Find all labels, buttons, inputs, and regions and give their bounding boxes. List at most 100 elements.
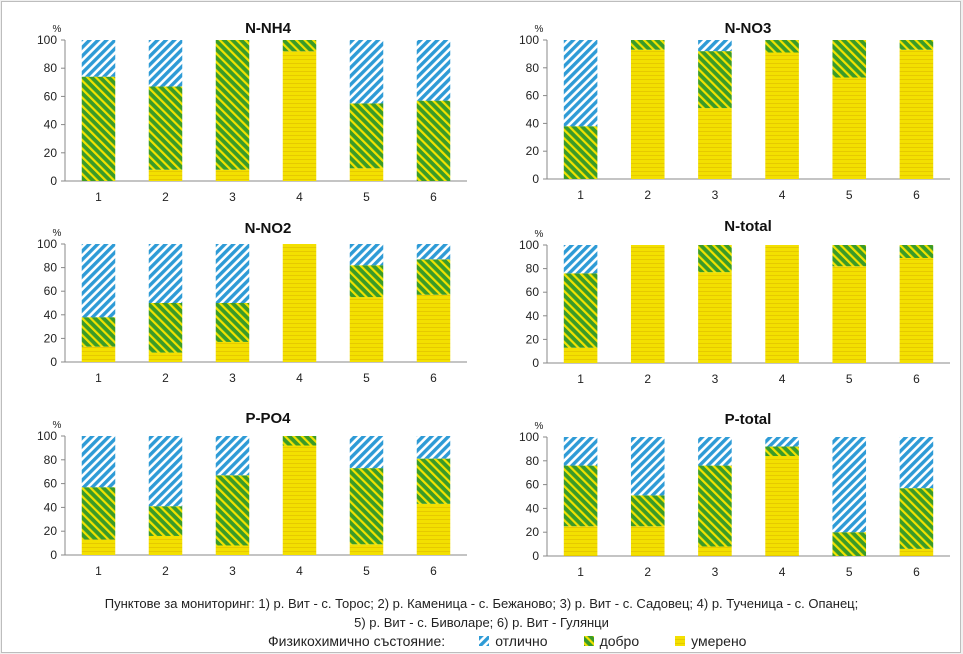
y-unit-label: %	[535, 24, 544, 35]
bar-otlichno-5	[832, 437, 867, 533]
y-tick-label: 60	[526, 478, 540, 492]
bar-otlichno-1	[81, 244, 116, 318]
bar-dobro-4	[765, 446, 799, 457]
bar-otlichno-2	[148, 436, 183, 507]
y-unit-label: %	[53, 24, 62, 35]
x-tick-label: 1	[577, 188, 584, 202]
y-unit-label: %	[53, 420, 62, 431]
bar-dobro-5	[349, 468, 384, 545]
chart-title: N-NO3	[725, 20, 772, 37]
bar-umereno-5	[832, 266, 867, 363]
bar-otlichno-6	[416, 436, 451, 459]
chart-title: N-NH4	[245, 20, 291, 37]
y-tick-label: 40	[44, 118, 58, 132]
chart-2: N-NO2% 0 20 40 60 80 100 1 2 3 4 5 6	[37, 220, 467, 385]
chart-title: P-PO4	[245, 410, 291, 427]
x-tick-label: 2	[644, 565, 651, 579]
x-tick-label: 6	[913, 565, 920, 579]
bar-otlichno-1	[563, 245, 598, 274]
y-tick-label: 40	[526, 501, 540, 515]
bar-umereno-1	[563, 347, 598, 363]
chart-title: N-total	[724, 218, 772, 235]
bar-dobro-5	[832, 245, 867, 267]
bar-umereno-3	[215, 169, 250, 181]
bar-umereno-1	[81, 346, 116, 362]
legend-label-dobro: добро	[599, 633, 640, 649]
x-tick-label: 3	[229, 190, 236, 204]
bar-dobro-5	[349, 103, 384, 169]
x-tick-label: 6	[913, 188, 920, 202]
bar-otlichno-2	[148, 40, 183, 87]
bar-otlichno-6	[416, 244, 451, 260]
bar-umereno-3	[698, 108, 732, 179]
bar-dobro-3	[698, 245, 732, 273]
x-tick-label: 3	[712, 372, 719, 386]
bar-otlichno-3	[698, 437, 732, 466]
bar-dobro-6	[416, 100, 451, 181]
bar-dobro-4	[282, 436, 317, 446]
y-tick-label: 80	[44, 61, 58, 75]
bar-otlichno-6	[416, 40, 451, 101]
chart-3: N-total% 0 20 40 60 80 100 1 2 3 4 5 6	[519, 218, 950, 386]
y-tick-label: 100	[37, 33, 57, 47]
monitoring-points-line-2: 5) р. Вит - с. Биволаре; 6) р. Вит - Гул…	[354, 615, 609, 630]
y-tick-label: 20	[44, 146, 58, 160]
chart-title: N-NO2	[245, 220, 292, 237]
y-tick-label: 20	[526, 144, 540, 158]
bar-umereno-2	[148, 169, 183, 181]
bar-dobro-6	[899, 488, 934, 549]
bar-umereno-4	[282, 51, 317, 181]
legend-item-umereno: умерено	[675, 633, 746, 649]
bar-umereno-2	[630, 526, 665, 556]
x-tick-label: 4	[296, 371, 303, 385]
bar-dobro-1	[81, 487, 116, 540]
y-unit-label: %	[535, 229, 544, 240]
bar-otlichno-1	[81, 436, 116, 488]
y-tick-label: 100	[519, 238, 539, 252]
bar-otlichno-2	[148, 244, 183, 303]
bar-umereno-6	[416, 294, 451, 362]
bar-dobro-6	[416, 259, 451, 295]
bar-otlichno-5	[349, 244, 384, 266]
chart-4: P-PO4% 0 20 40 60 80 100 1 2 3 4 5 6	[37, 410, 467, 578]
bar-umereno-4	[282, 244, 317, 362]
y-tick-label: 20	[526, 332, 540, 346]
bar-dobro-5	[349, 265, 384, 298]
x-tick-label: 5	[846, 372, 853, 386]
x-tick-label: 3	[712, 188, 719, 202]
bar-dobro-6	[416, 458, 451, 504]
x-tick-label: 2	[162, 564, 169, 578]
y-tick-label: 20	[526, 525, 540, 539]
bar-dobro-1	[563, 126, 598, 179]
y-tick-label: 80	[44, 453, 58, 467]
x-tick-label: 5	[363, 371, 370, 385]
y-tick-label: 80	[44, 261, 58, 275]
bar-umereno-3	[215, 545, 250, 555]
bar-otlichno-3	[215, 244, 250, 303]
bar-dobro-2	[148, 86, 183, 170]
x-tick-label: 6	[430, 564, 437, 578]
x-tick-label: 5	[846, 188, 853, 202]
bar-otlichno-3	[698, 40, 732, 52]
bar-dobro-2	[148, 303, 183, 353]
y-tick-label: 20	[44, 524, 58, 538]
legend-item-otlichno: отлично	[479, 633, 548, 649]
y-tick-label: 40	[526, 309, 540, 323]
bar-umereno-4	[282, 445, 317, 555]
legend-swatch-otlichno	[479, 636, 490, 646]
y-tick-label: 60	[526, 285, 540, 299]
bar-otlichno-5	[349, 436, 384, 469]
y-tick-label: 60	[44, 89, 58, 103]
bar-umereno-5	[832, 77, 867, 179]
x-tick-label: 1	[577, 565, 584, 579]
legend: Физикохимично състояние: отлично добро у…	[268, 632, 782, 650]
y-tick-label: 0	[50, 548, 57, 562]
y-tick-label: 100	[37, 237, 57, 251]
bar-dobro-6	[899, 40, 934, 50]
bar-otlichno-1	[563, 437, 598, 466]
bar-otlichno-3	[215, 436, 250, 476]
bar-dobro-2	[630, 495, 665, 527]
bar-umereno-6	[899, 548, 934, 556]
y-tick-label: 60	[44, 477, 58, 491]
